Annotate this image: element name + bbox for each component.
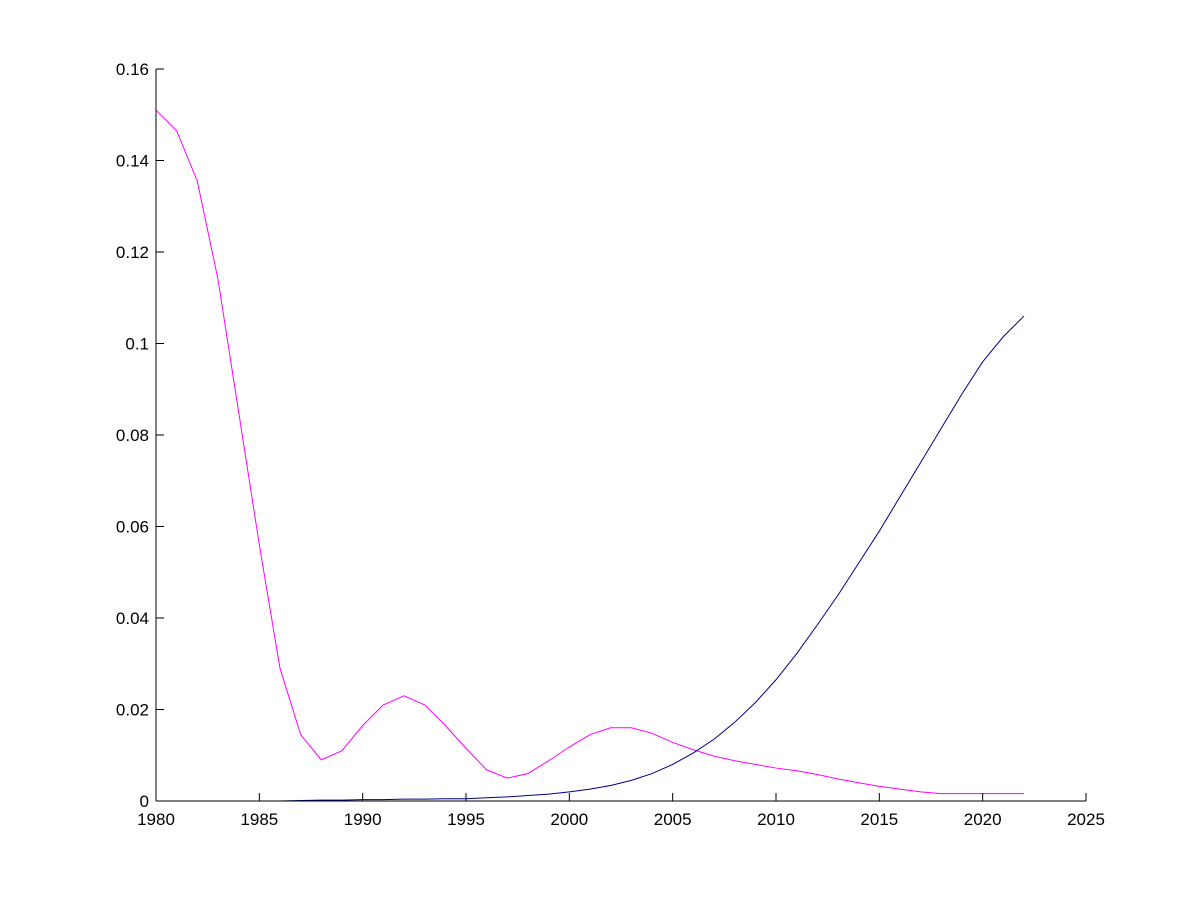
x-tick-label: 2015 (860, 810, 898, 829)
x-tick-label: 2005 (654, 810, 692, 829)
x-axis-ticks: 1980 1985 1990 1995 2000 2005 2010 2015 2020 2025 (137, 793, 1105, 829)
x-tick-label: 1985 (240, 810, 278, 829)
y-tick-label: 0.04 (116, 609, 149, 628)
x-tick-label: 2010 (757, 810, 795, 829)
y-axis-ticks: 0 0.02 0.04 0.06 0.08 0.1 0.12 0.14 0.16 (116, 60, 164, 811)
x-tick-label: 1990 (344, 810, 382, 829)
y-tick-label: 0.1 (125, 335, 149, 354)
y-tick-label: 0.14 (116, 152, 149, 171)
y-tick-label: 0.08 (116, 426, 149, 445)
x-tick-label: 2020 (964, 810, 1002, 829)
x-tick-label: 2000 (550, 810, 588, 829)
x-tick-label: 1995 (447, 810, 485, 829)
y-tick-label: 0 (140, 792, 149, 811)
y-tick-label: 0.02 (116, 701, 149, 720)
x-tick-label: 2025 (1067, 810, 1105, 829)
series-line-1 (155, 109, 1024, 795)
y-tick-label: 0.12 (116, 243, 149, 262)
y-tick-label: 0.16 (116, 60, 149, 79)
x-tick-label: 1980 (137, 810, 175, 829)
y-tick-label: 0.06 (116, 518, 149, 537)
